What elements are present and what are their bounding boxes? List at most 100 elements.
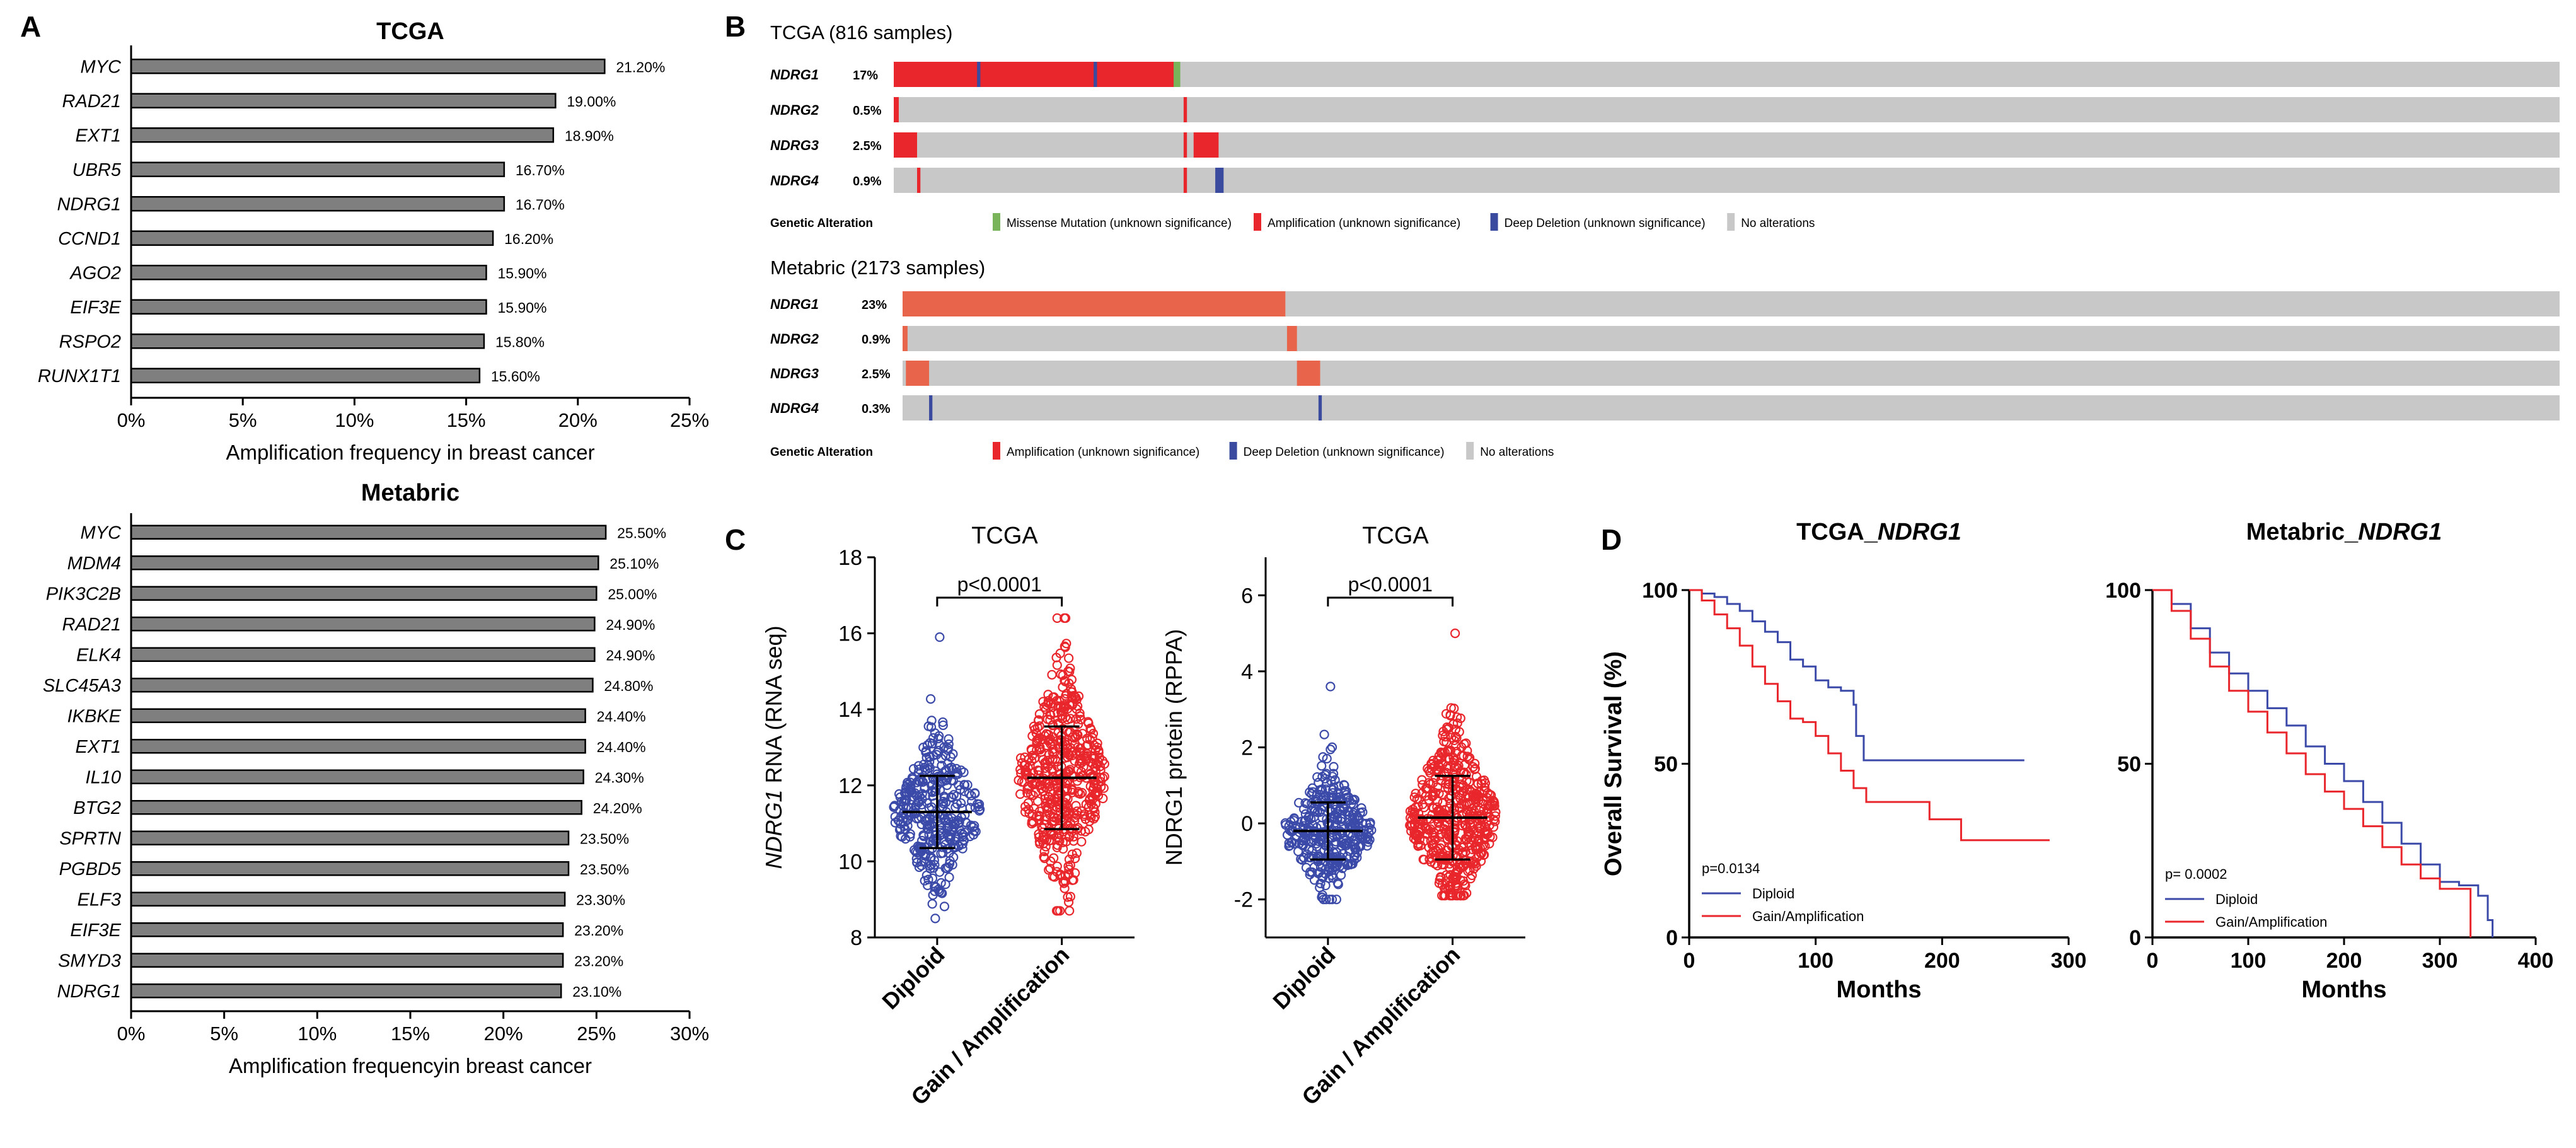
data-point: [1085, 781, 1095, 791]
data-point: [1333, 788, 1343, 798]
data-point: [1059, 702, 1070, 712]
legend-swatch: [1727, 213, 1735, 231]
data-point: [1317, 761, 1327, 771]
bar-value-label: 15.90%: [497, 299, 546, 316]
legend-label: Diploid: [1752, 886, 1794, 902]
x-category-label: Diploid: [877, 942, 949, 1014]
data-point: [1433, 861, 1443, 871]
data-point: [934, 731, 944, 741]
oncoprint-pct-label: 0.5%: [853, 104, 882, 118]
significance-bracket: [1327, 596, 1454, 606]
data-point: [1458, 847, 1468, 857]
data-point: [1049, 853, 1059, 863]
data-point: [1459, 739, 1469, 749]
chart-title: TCGA: [1362, 523, 1429, 549]
data-point: [1065, 831, 1075, 841]
data-point: [1024, 804, 1034, 815]
data-point: [1315, 786, 1326, 796]
legend-label: Deep Deletion (unknown significance): [1244, 446, 1445, 459]
data-point: [1064, 766, 1074, 776]
data-point: [1050, 754, 1060, 765]
x-tick-label: 0: [2147, 949, 2159, 973]
data-point: [1048, 744, 1058, 755]
gene-label: SPRTN: [59, 828, 121, 849]
bar: [130, 586, 598, 601]
y-tick-label: 10: [838, 850, 862, 874]
data-point: [1336, 827, 1347, 838]
bar-value-label: 23.20%: [574, 953, 623, 969]
alteration-segment: [1318, 395, 1322, 420]
p-value-label: p<0.0001: [957, 573, 1042, 596]
data-point: [1041, 729, 1051, 739]
data-point: [956, 765, 966, 775]
data-point: [1015, 765, 1025, 775]
data-point: [1063, 775, 1073, 786]
gene-label: PIK3C2B: [46, 584, 121, 604]
data-point: [1046, 826, 1056, 836]
bar: [130, 299, 487, 315]
data-point: [1073, 730, 1083, 740]
data-point: [1055, 906, 1065, 916]
data-point: [1446, 891, 1456, 901]
data-point: [1450, 823, 1460, 833]
y-tick-label: 8: [850, 926, 862, 950]
data-point: [1079, 809, 1089, 820]
data-point: [1320, 784, 1331, 794]
p-value-label: p<0.0001: [1348, 573, 1433, 596]
alteration-segment: [894, 132, 918, 158]
data-point: [966, 791, 976, 801]
legend-label: Amplification (unknown significance): [1007, 446, 1199, 459]
alteration-segment: [906, 361, 930, 386]
legend-label: Deep Deletion (unknown significance): [1505, 217, 1706, 230]
data-point: [919, 762, 930, 773]
data-point: [923, 820, 933, 830]
oncoprint-gene-label: NDRG4: [770, 173, 819, 188]
data-point: [943, 772, 953, 783]
data-point: [1406, 821, 1416, 831]
alteration-segment: [977, 62, 981, 87]
data-point: [1090, 799, 1100, 809]
oncoprint-pct-label: 0.3%: [862, 402, 891, 416]
bar: [130, 769, 584, 784]
data-point: [1440, 883, 1450, 893]
data-point: [1336, 870, 1346, 880]
data-point: [1435, 843, 1445, 853]
bar-value-label: 16.70%: [516, 196, 565, 212]
x-category-label: Diploid: [1268, 942, 1340, 1014]
gene-label: ELK4: [76, 645, 121, 665]
y-tick-label: 2: [1241, 736, 1253, 760]
data-point: [1328, 788, 1338, 798]
data-point: [1306, 852, 1316, 862]
x-tick-label: 10%: [335, 409, 374, 431]
data-point: [1356, 803, 1366, 813]
data-point: [1044, 792, 1054, 802]
gene-label: MDM4: [67, 554, 121, 574]
gene-label: RAD21: [62, 91, 122, 112]
data-point: [964, 789, 974, 799]
data-point: [1474, 835, 1484, 845]
data-point: [1034, 709, 1044, 719]
bar-value-label: 24.30%: [595, 769, 644, 786]
data-point: [955, 825, 965, 835]
data-point: [1308, 835, 1319, 845]
data-point: [1458, 861, 1468, 871]
data-point: [1313, 852, 1323, 862]
y-tick-label: 12: [838, 774, 862, 798]
oncoprint-pct-label: 2.5%: [853, 139, 882, 153]
data-point: [890, 811, 900, 822]
y-axis-title: NDRG1 RNA (RNA seq): [761, 625, 787, 869]
data-point: [974, 799, 985, 809]
bar: [130, 230, 494, 246]
gene-label: AGO2: [69, 263, 121, 283]
data-point: [914, 862, 924, 873]
data-point: [1349, 855, 1359, 866]
data-point: [1434, 751, 1444, 761]
alteration-segment: [894, 97, 899, 122]
oncoprint-gene-label: NDRG3: [770, 366, 819, 381]
bar: [130, 617, 596, 632]
data-point: [1327, 895, 1337, 905]
data-point: [947, 813, 957, 823]
chart-title: TCGA: [376, 18, 444, 45]
data-point: [1097, 756, 1107, 766]
data-point: [1055, 648, 1065, 658]
